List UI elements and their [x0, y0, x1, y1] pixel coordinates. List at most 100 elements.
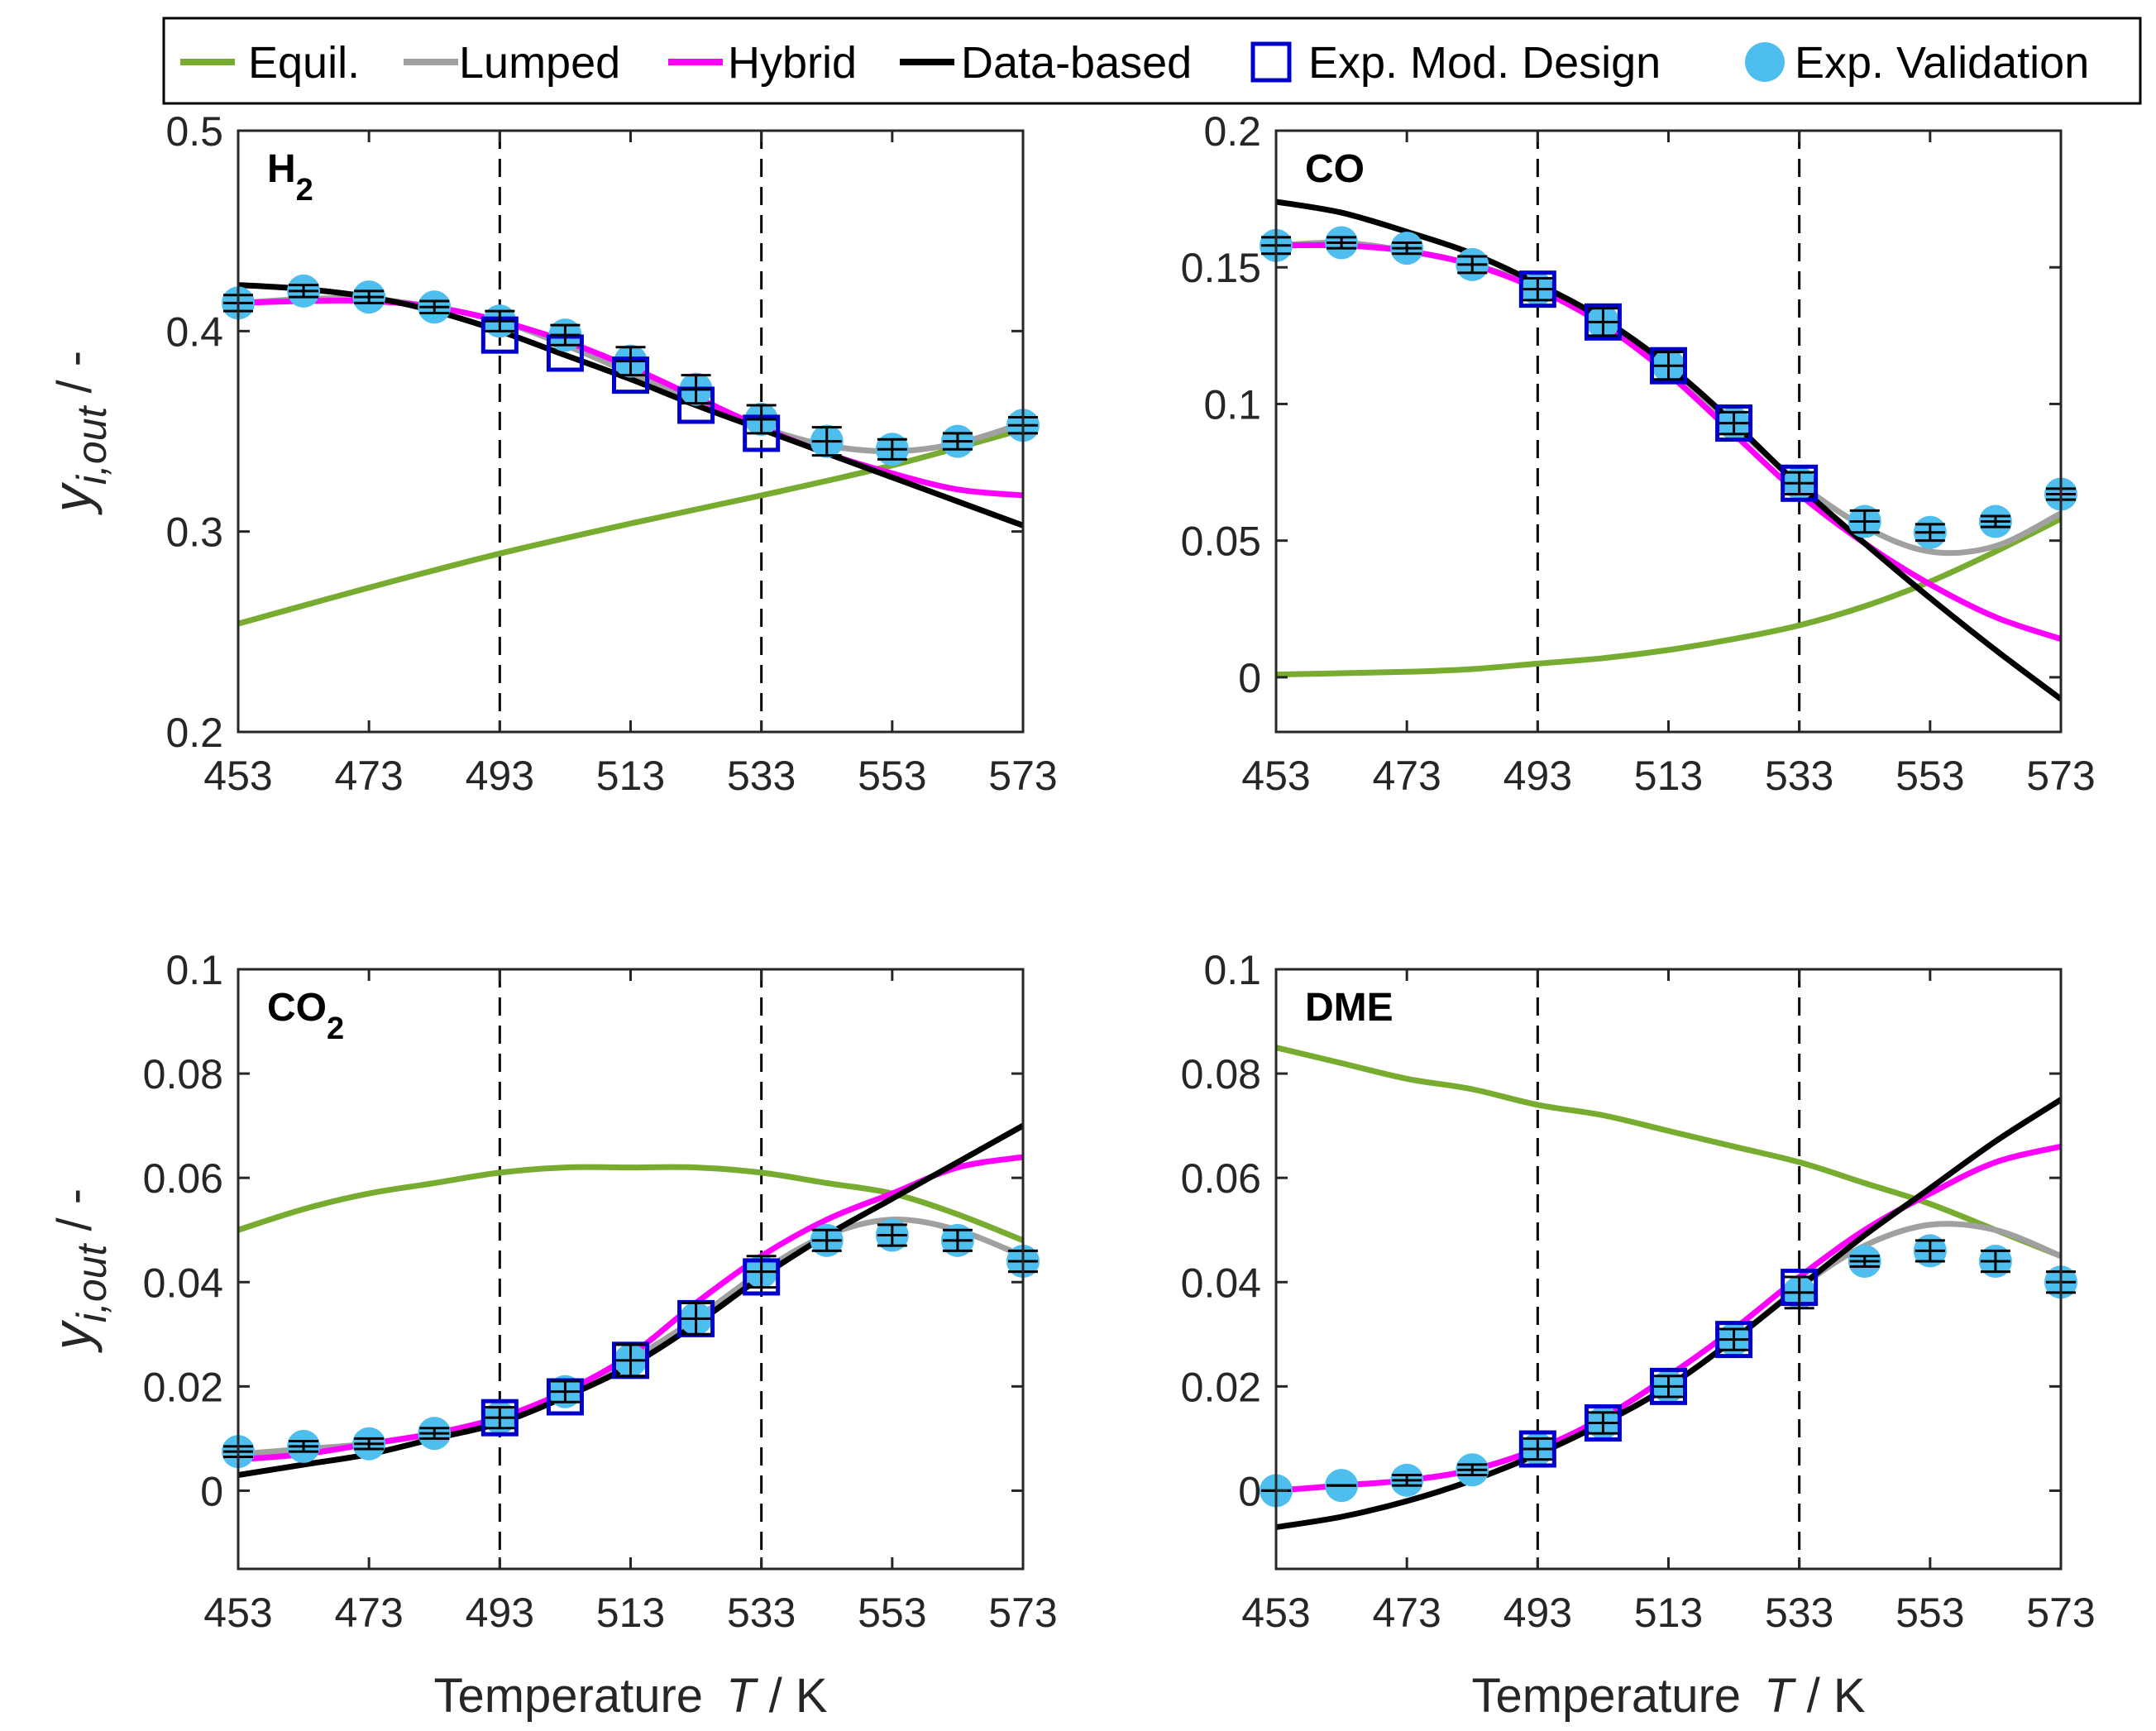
x-tick-label: 453	[203, 753, 272, 799]
series-databased-line	[1276, 1097, 2061, 1531]
error-bar	[877, 438, 907, 461]
y-tick-label: 0.08	[1181, 1051, 1261, 1097]
y-label-sub: i,out	[69, 404, 115, 485]
y-tick-label: 0.04	[1181, 1260, 1261, 1306]
x-label-var: T	[726, 1669, 758, 1723]
y-tick-label: 0	[1238, 655, 1261, 701]
x-tick-label: 533	[1765, 753, 1833, 799]
error-bar	[354, 289, 385, 304]
y-label-var: y	[41, 481, 103, 515]
x-tick-label: 453	[203, 1590, 272, 1636]
series-hybrid-line	[238, 297, 1023, 499]
x-tick-label: 473	[1372, 1590, 1441, 1636]
error-bar	[550, 323, 581, 347]
error-bar	[1653, 351, 1684, 381]
series-equil-line	[1276, 516, 2061, 678]
legend-label-2: Hybrid	[728, 38, 857, 88]
x-label-text: Temperature	[433, 1669, 703, 1723]
y-tick-label: 0.2	[1203, 108, 1261, 155]
design-point	[1650, 347, 1687, 385]
legend-square-marker	[1250, 41, 1292, 83]
legend-label-4: Exp. Mod. Design	[1308, 38, 1661, 88]
curves	[238, 1123, 1023, 1478]
y-tick-label: 0	[200, 1468, 223, 1514]
legend: Equil. Lumped Hybrid Data-based Exp. Mod. De…	[162, 17, 2142, 105]
y-label-sub: i,out	[69, 1242, 115, 1322]
error-bar	[811, 426, 842, 457]
series-databased-line	[238, 282, 1023, 528]
y-tick-label: 0.05	[1181, 519, 1261, 565]
panel-title-main: CO	[267, 986, 327, 1030]
error-bar	[485, 1406, 515, 1430]
error-bar	[289, 284, 319, 299]
design-point	[1650, 1367, 1687, 1405]
legend-dot-marker	[1745, 42, 1785, 82]
x-tick-label: 573	[2026, 1590, 2095, 1636]
design-point	[1584, 1403, 1622, 1442]
series-hybrid-line	[1276, 1143, 2061, 1494]
error-bar	[1392, 1474, 1422, 1487]
series-hybrid-line	[1276, 241, 2061, 642]
x-tick-label: 493	[466, 753, 534, 799]
y-tick-label: 0.5	[165, 108, 223, 155]
y-label-var: y	[41, 1319, 103, 1353]
error-bar	[1327, 236, 1357, 250]
y-tick-label: 0.1	[1203, 381, 1261, 428]
error-bar	[550, 1380, 581, 1403]
error-bar	[1915, 1239, 1945, 1263]
x-axis-label: Temperature T / K	[1471, 1669, 1865, 1723]
error-bar	[1719, 1327, 1749, 1351]
x-tick-label: 493	[1503, 1590, 1572, 1636]
panel-2: 453 473 493 513 533 553 573 0 0.02 0.04 0.06 0.08 0.…	[41, 947, 1058, 1723]
y-tick-label: 0.3	[165, 509, 223, 556]
error-bar	[1457, 255, 1488, 275]
x-tick-label: 513	[1634, 1590, 1703, 1636]
panel-3: 453 473 493 513 533 553 573 0 0.02 0.04 0.06 0.08 0.…	[1181, 947, 2096, 1723]
series-hybrid-line	[238, 1154, 1023, 1463]
panels: 453 473 493 513 533 553 5730.20.30.40.5H2yi,ou…	[41, 108, 2096, 1723]
series-databased-line	[238, 1123, 1023, 1478]
y-tick-label: 0.06	[1181, 1155, 1261, 1202]
panel-title-main: DME	[1305, 986, 1394, 1030]
error-bar	[1784, 1275, 1814, 1310]
axes-box	[237, 968, 1025, 1571]
x-tick-label: 453	[1241, 753, 1310, 799]
error-bar	[746, 1255, 777, 1289]
error-bar	[1719, 410, 1749, 436]
x-label-var: T	[1764, 1669, 1796, 1723]
legend-label-0: Equil.	[248, 38, 360, 88]
error-bar	[1523, 276, 1553, 302]
design-point	[1715, 404, 1753, 442]
error-bar	[419, 1427, 450, 1440]
y-tick-label: 0.02	[1181, 1364, 1261, 1410]
x-tick-label: 553	[1895, 753, 1964, 799]
design-point	[1584, 303, 1622, 341]
y-tick-label: 0.2	[165, 710, 223, 756]
x-tick-label: 453	[1241, 1590, 1310, 1636]
panel-title-main: H	[267, 147, 296, 191]
error-bar	[746, 404, 777, 435]
x-tick-label: 513	[596, 1590, 665, 1636]
x-tick-label: 573	[2026, 753, 2095, 799]
x-tick-label: 553	[858, 753, 926, 799]
design-point	[480, 1399, 519, 1437]
error-bar	[615, 346, 646, 377]
y-tick-label: 0	[1238, 1468, 1261, 1514]
design-point	[1715, 1321, 1753, 1359]
series-lumped-line	[238, 1217, 1023, 1457]
x-tick-label: 513	[1634, 753, 1703, 799]
error-bar	[1588, 1411, 1618, 1435]
error-bar	[354, 1437, 385, 1451]
panel-title: H2	[267, 147, 313, 208]
x-tick-label: 553	[1895, 1590, 1964, 1636]
series-equil-line	[1276, 1045, 2061, 1259]
x-tick-label: 533	[727, 753, 796, 799]
error-bar	[811, 1228, 842, 1252]
panel-0: 453 473 493 513 533 553 573 0.2 0.3 0.4 0.5 H2 yi,ou…	[41, 108, 1058, 799]
axes-box	[1274, 129, 2063, 734]
x-tick-label: 553	[858, 1590, 926, 1636]
y-tick-label: 0.1	[165, 947, 223, 993]
curves	[1276, 198, 2061, 702]
error-bar	[681, 1301, 711, 1336]
